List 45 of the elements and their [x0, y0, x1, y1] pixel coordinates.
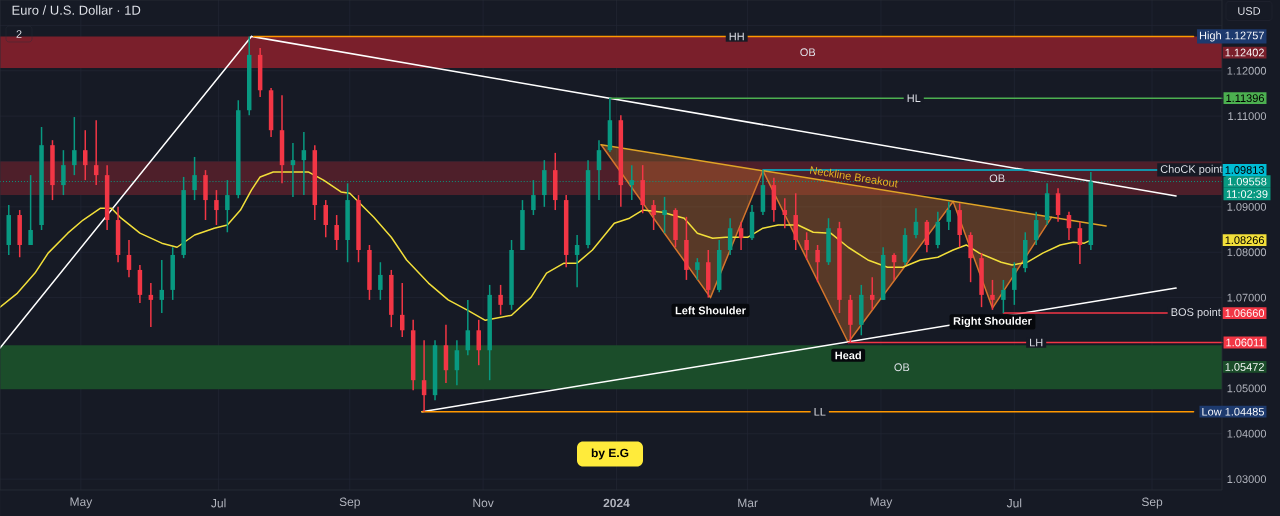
- y-tick-label: 1.07000: [1227, 293, 1267, 302]
- text: 11:02:39: [1226, 190, 1268, 198]
- annotation: Neckline Breakout: [809, 166, 898, 188]
- annotation: LH: [1030, 338, 1043, 347]
- y-tick-label: 1.04000: [1227, 429, 1267, 438]
- annotation: by E.G: [591, 448, 629, 460]
- annotation: Left Shoulder: [675, 306, 746, 315]
- y-tick-label: 1.06011: [1226, 338, 1264, 347]
- y-tick-label: 1.05472: [1225, 363, 1264, 371]
- annotation: BOS point: [1171, 307, 1221, 319]
- x-tick-label: May: [870, 497, 893, 509]
- y-tick-label: 1.06660: [1225, 309, 1265, 317]
- x-tick-label: Sep: [1141, 497, 1163, 509]
- x-tick-label: Nov: [473, 498, 494, 508]
- y-tick-label: 1.08266: [1225, 236, 1264, 245]
- y-tick-label: 1.09813: [1225, 166, 1264, 174]
- y-tick-label: 1.09000: [1227, 202, 1267, 211]
- y-tick-label: 1.12402: [1225, 48, 1264, 57]
- x-tick-label: May: [70, 497, 93, 509]
- x-tick-label: Sep: [339, 497, 360, 509]
- y-tick-label: 1.12000: [1227, 66, 1267, 75]
- annotation: Head: [835, 351, 861, 360]
- y-tick-label: 1.11000: [1228, 112, 1267, 121]
- x-tick-label: Jul: [1006, 498, 1022, 508]
- annotation: HL: [907, 94, 921, 102]
- y-tick-label: High 1.12757: [1199, 31, 1264, 42]
- y-tick-label: 1.05000: [1227, 384, 1267, 393]
- x-tick-label: Mar: [738, 498, 758, 508]
- band-label: OB: [989, 174, 1005, 183]
- y-tick-label: 1.08000: [1227, 248, 1267, 257]
- text: USD: [1238, 7, 1261, 15]
- annotation: ChoCK point: [1160, 164, 1223, 176]
- y-tick-label: 1.03000: [1227, 475, 1267, 483]
- x-tick-label: Jul: [211, 498, 226, 508]
- y-tick-label: Low 1.04485: [1202, 407, 1264, 416]
- annotation: LL: [814, 407, 826, 416]
- band-label: OB: [800, 48, 816, 57]
- ref-line-label: 1.09558: [1227, 177, 1267, 186]
- y-tick-label: 1.11396: [1226, 94, 1264, 103]
- band-label: OB: [894, 363, 910, 372]
- annotation: Right Shoulder: [953, 316, 1032, 328]
- x-tick-label: 2024: [603, 498, 630, 508]
- chart-title: Euro / U.S. Dollar · 1D: [12, 5, 141, 15]
- annotation: 2: [16, 30, 22, 38]
- annotation: HH: [729, 32, 744, 41]
